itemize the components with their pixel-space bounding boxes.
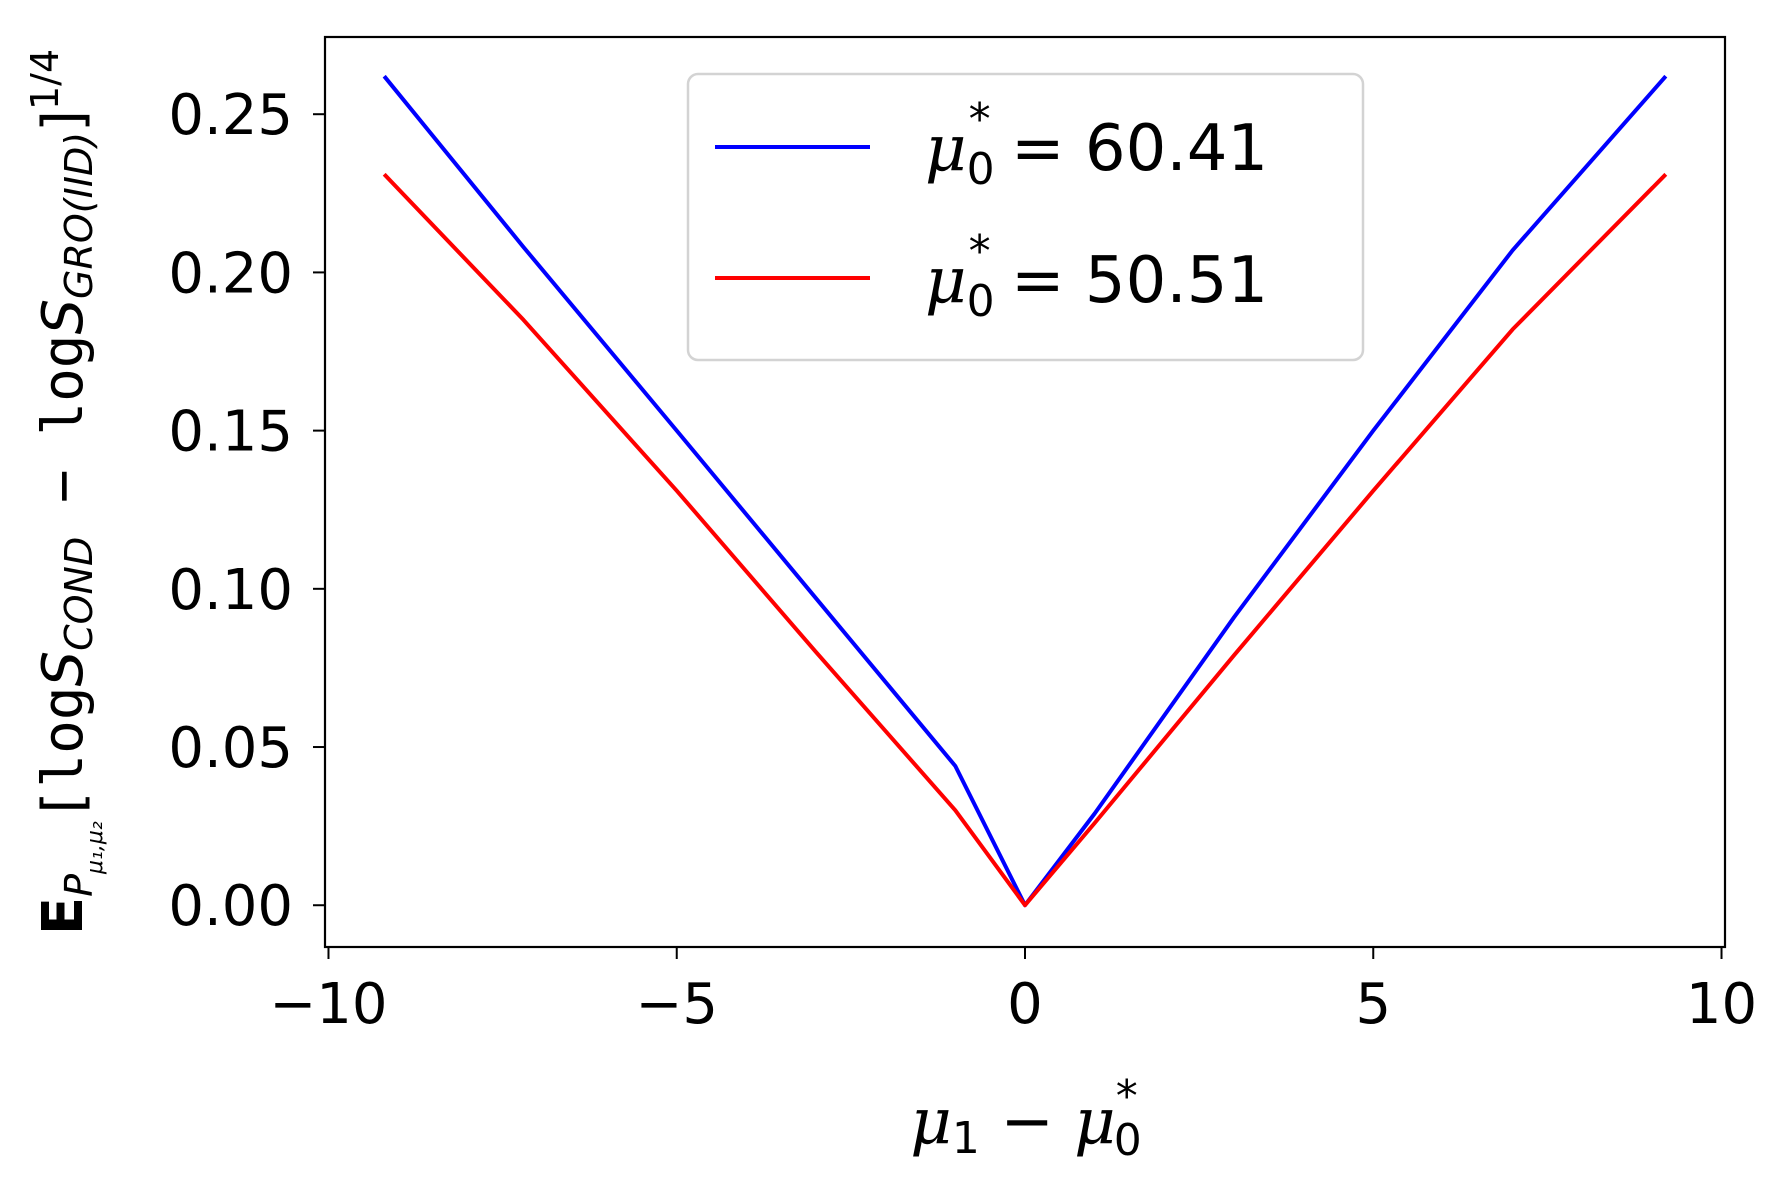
y-tick-label: 0.20 <box>168 241 293 306</box>
y-tick-label: 0.10 <box>168 558 293 623</box>
legend-label-series-1: μ0* = 60.41 <box>925 94 1268 195</box>
x-tick-label: −10 <box>269 972 387 1037</box>
x-tick-label: 0 <box>1007 972 1043 1037</box>
y-tick-label: 0.15 <box>168 400 293 465</box>
y-axis-title: EPμ₁,μ₂[logSCOND − logSGRO(IID)]1/4 <box>23 49 108 935</box>
y-tick-label: 0.25 <box>168 83 293 148</box>
x-tick-label: 5 <box>1355 972 1391 1037</box>
series-line-2 <box>382 172 1668 908</box>
x-tick-label: 10 <box>1686 972 1757 1037</box>
x-axis: −10 −5 0 5 10 <box>269 947 1757 1037</box>
x-axis-title: μ1 − μ0* <box>910 1071 1142 1166</box>
y-tick-label: 0.00 <box>168 874 293 939</box>
legend: μ0* = 60.41 μ0* = 50.51 <box>686 72 1365 362</box>
legend-label-series-2: μ0* = 50.51 <box>925 226 1268 327</box>
y-tick-label: 0.05 <box>168 716 293 781</box>
x-tick-label: −5 <box>635 972 718 1037</box>
series-layer <box>382 74 1668 908</box>
y-axis: 0.00 0.05 0.10 0.15 0.20 0.25 <box>168 83 325 939</box>
